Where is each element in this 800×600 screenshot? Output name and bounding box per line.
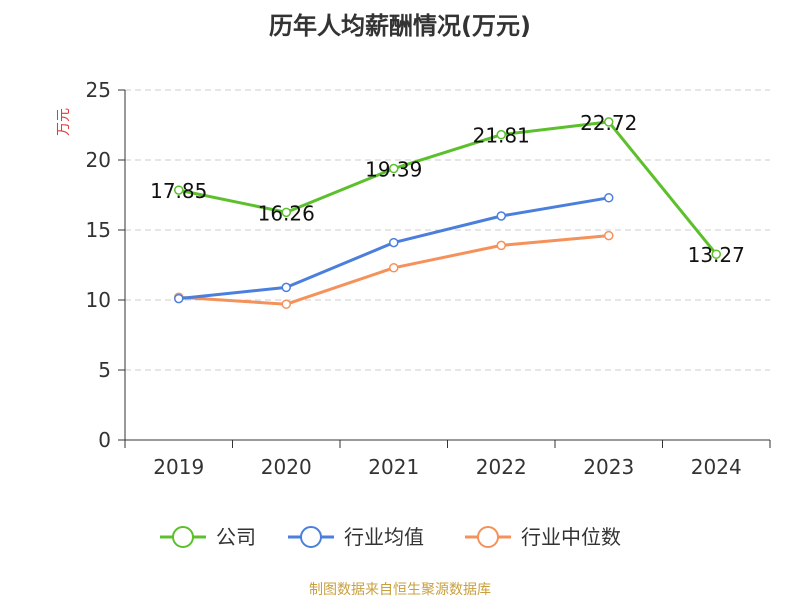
data-label: 13.27 [688,243,745,267]
data-point [389,163,399,174]
legend-item: 行业中位数 [465,525,621,549]
legend-marker [172,526,194,548]
data-point [604,117,614,127]
legend-label: 公司 [216,525,256,549]
data-label: 17.85 [150,179,207,203]
data-point [281,207,291,218]
legend: 公司 行业均值 行业中位数 [160,525,621,549]
data-label: 22.72 [580,111,637,135]
data-label: 19.39 [365,158,422,182]
data-point [281,282,291,293]
legend-label: 行业中位数 [521,525,621,549]
data-labels: 17.85 16.26 19.39 21.81 22.72 13.27 [150,111,745,267]
series-company [174,117,721,259]
legend-marker [300,526,322,548]
data-point [604,230,614,241]
data-point [604,193,614,203]
series-line [178,196,610,301]
series-line [178,120,718,256]
data-point [174,185,184,195]
legend-marker [477,526,499,548]
x-tick-label: 2021 [368,455,419,479]
axes: 0 5 10 15 20 25 2019 2020 2021 2022 2023 2024 [86,78,771,479]
x-tick-label: 2022 [476,455,527,479]
data-point [496,240,506,251]
data-point [711,249,721,259]
legend-label: 行业均值 [344,525,424,549]
x-tick-label: 2023 [583,455,634,479]
x-tick-label: 2024 [691,455,742,479]
y-tick-label: 5 [98,358,111,382]
series-industry-median [174,230,614,309]
legend-item: 公司 [160,525,256,549]
data-point [174,293,184,304]
y-axis-label: 万元 [56,108,72,136]
x-tick-label: 2019 [153,455,204,479]
data-label: 21.81 [473,124,530,148]
x-tick-label: 2020 [261,455,312,479]
data-point [389,263,399,273]
source-note: 制图数据来自恒生聚源数据库 [309,582,491,598]
data-point [496,129,506,140]
series-layer [174,117,721,309]
data-point [281,299,291,309]
series-industry-mean [174,193,614,304]
data-label: 16.26 [258,201,315,225]
y-tick-label: 15 [86,218,111,242]
y-tick-label: 20 [86,148,111,172]
legend-item: 行业均值 [288,525,424,549]
y-tick-label: 0 [98,428,111,452]
y-tick-label: 10 [86,288,111,312]
data-point [389,237,399,248]
chart-title: 历年人均薪酬情况(万元) [269,12,531,40]
y-tick-label: 25 [86,78,111,102]
data-point [496,211,506,221]
